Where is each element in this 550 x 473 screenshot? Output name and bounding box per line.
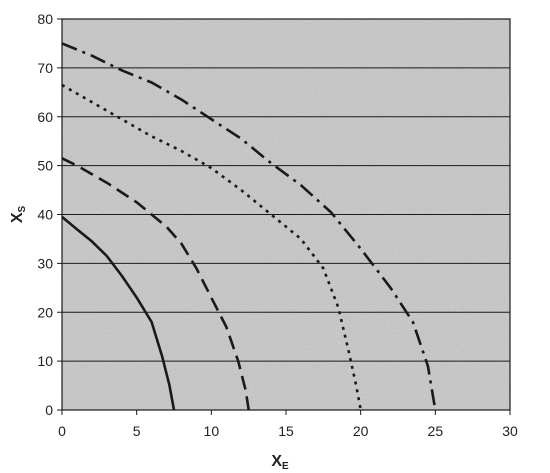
series-group — [61, 42, 437, 411]
tick-labels: 0 5 10 15 20 25 30 0 10 20 30 40 50 60 70 80 — [37, 11, 518, 439]
x-tick-label-20: 20 — [353, 423, 369, 439]
y-tick-label-40: 40 — [37, 207, 53, 223]
y-tick-label-80: 80 — [37, 11, 53, 27]
x-axis-title: XE — [271, 453, 289, 472]
y-tick-label-60: 60 — [37, 109, 53, 125]
x-tick-label-15: 15 — [278, 423, 294, 439]
y-tick-label-20: 20 — [37, 304, 53, 320]
x-tick-label-0: 0 — [58, 423, 66, 439]
series-line-4-dash-dot — [61, 42, 437, 411]
y-axis-title: XS — [9, 206, 28, 224]
series-line-2-dashed — [61, 157, 250, 411]
x-tick-label-25: 25 — [428, 423, 444, 439]
y-tick-label-70: 70 — [37, 60, 53, 76]
y-tick-label-10: 10 — [37, 353, 53, 369]
x-tick-label-10: 10 — [204, 423, 220, 439]
x-tick-label-30: 30 — [502, 423, 518, 439]
series-line-1-solid — [61, 215, 176, 411]
y-tick-label-0: 0 — [45, 402, 53, 418]
y-tick-label-50: 50 — [37, 158, 53, 174]
y-tick-label-30: 30 — [37, 255, 53, 271]
series-line-3-dotted — [61, 83, 362, 411]
x-tick-label-5: 5 — [133, 423, 141, 439]
